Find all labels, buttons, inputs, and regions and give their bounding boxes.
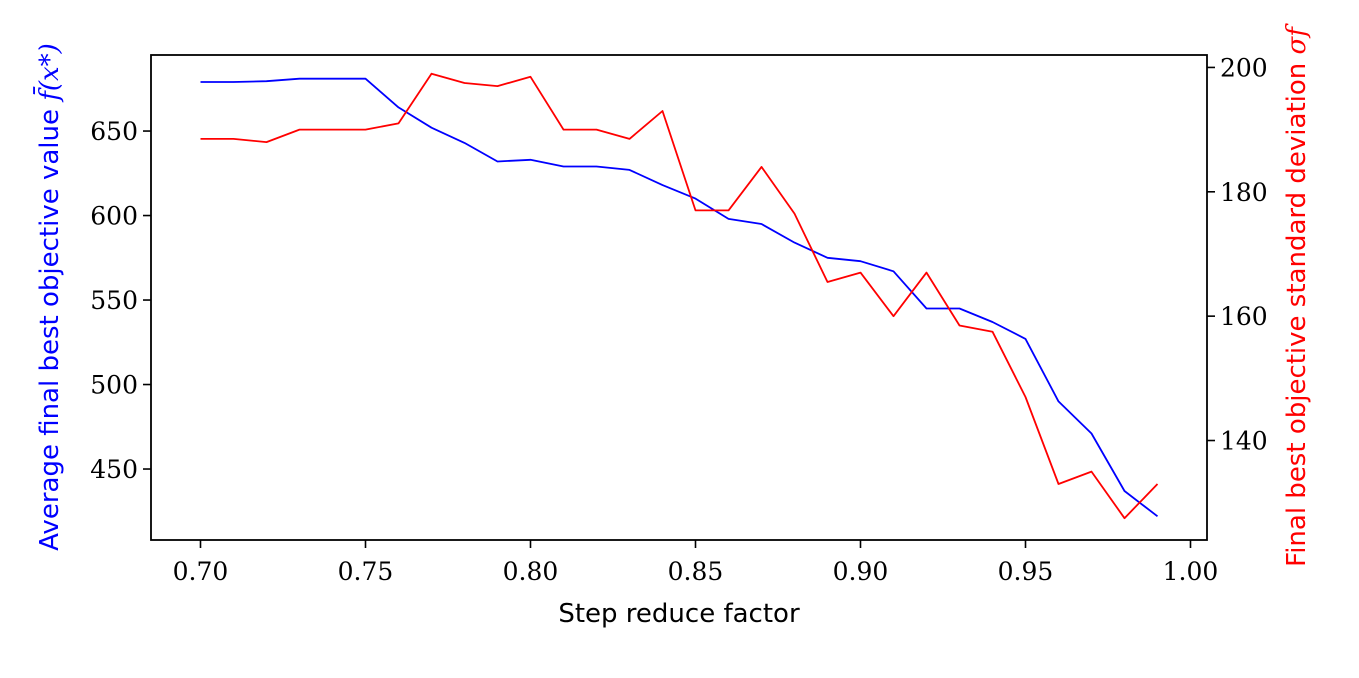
left-y-tick-label: 650: [90, 117, 138, 146]
x-tick-label: 0.85: [668, 557, 724, 586]
right-y-tick-label: 160: [1220, 302, 1268, 331]
x-tick-label: 0.75: [338, 557, 394, 586]
right-y-tick-label: 180: [1220, 178, 1268, 207]
x-axis-label: Step reduce factor: [558, 599, 800, 629]
left-y-tick-label: 500: [90, 371, 138, 400]
plot-frame: [150, 54, 1208, 541]
left-y-tick-label: 550: [90, 286, 138, 315]
average-objective-line: [200, 77, 1159, 518]
x-tick-label: 1.00: [1163, 557, 1219, 586]
x-tick-label: 0.90: [833, 557, 889, 586]
right-y-axis-label: Final best objective standard deviation …: [1282, 23, 1312, 567]
left-y-axis-label-math: f̄(x*): [32, 43, 65, 103]
left-y-axis-label-text: Average final best objective value: [35, 101, 65, 551]
plot-lines: [200, 72, 1159, 520]
left-y-axis: 450 500 550 600 650: [90, 117, 151, 484]
x-tick-label: 0.80: [503, 557, 559, 586]
right-y-axis: 140 160 180 200: [1207, 53, 1268, 456]
right-y-axis-label-math: σf: [1282, 23, 1312, 55]
left-y-axis-label: Average final best objective value f̄(x*…: [32, 43, 65, 551]
x-axis: 0.70 0.75 0.80 0.85 0.90 0.95 1.00: [173, 540, 1219, 586]
std-deviation-line: [200, 72, 1159, 520]
right-y-tick-label: 200: [1220, 53, 1268, 82]
right-y-tick-label: 140: [1220, 427, 1268, 456]
right-y-axis-label-text: Final best objective standard deviation: [1282, 54, 1312, 566]
x-tick-label: 0.95: [998, 557, 1054, 586]
left-y-tick-label: 600: [90, 202, 138, 231]
x-tick-label: 0.70: [173, 557, 229, 586]
left-y-tick-label: 450: [90, 455, 138, 484]
